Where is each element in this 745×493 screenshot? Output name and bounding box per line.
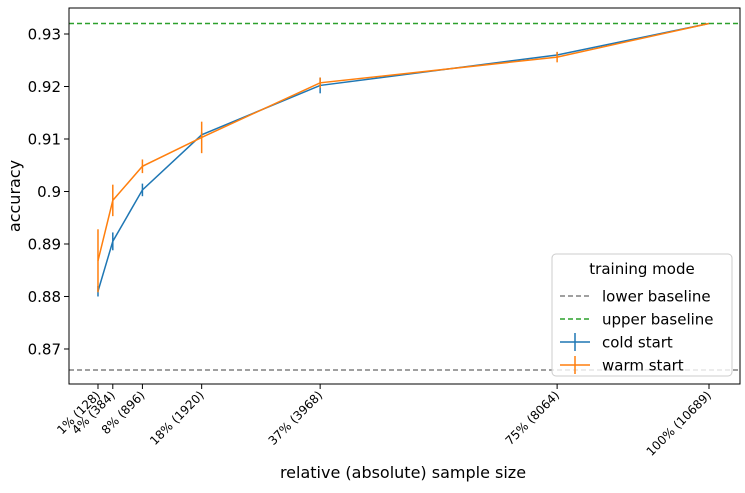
legend-title: training mode: [589, 260, 694, 278]
y-tick-label: 0.91: [28, 130, 61, 148]
legend-label: upper baseline: [602, 311, 714, 329]
x-tick-label: 18% (1920): [147, 388, 207, 448]
y-axis-label: accuracy: [5, 160, 24, 232]
y-tick-label: 0.88: [28, 288, 61, 306]
legend: training mode lower baseline upper baselin…: [551, 253, 733, 377]
series-line: [97, 22, 710, 292]
y-tick-label: 0.9: [37, 183, 61, 201]
legend-label: lower baseline: [602, 288, 711, 306]
x-tick-label: 75% (8064): [503, 388, 563, 448]
y-tick-label: 0.87: [28, 340, 61, 358]
x-tick-label: 100% (10689): [644, 388, 714, 458]
legend-box: [551, 253, 733, 377]
legend-label: warm start: [602, 357, 684, 375]
y-tick-label: 0.89: [28, 235, 61, 253]
series-line: [97, 22, 710, 261]
x-axis-label: relative (absolute) sample size: [280, 463, 526, 482]
plot-frame: [68, 7, 741, 385]
legend-label: cold start: [602, 334, 673, 352]
y-tick-label: 0.92: [28, 78, 61, 96]
x-tick-label: 37% (3968): [266, 388, 326, 448]
y-tick-label: 0.93: [28, 25, 61, 43]
